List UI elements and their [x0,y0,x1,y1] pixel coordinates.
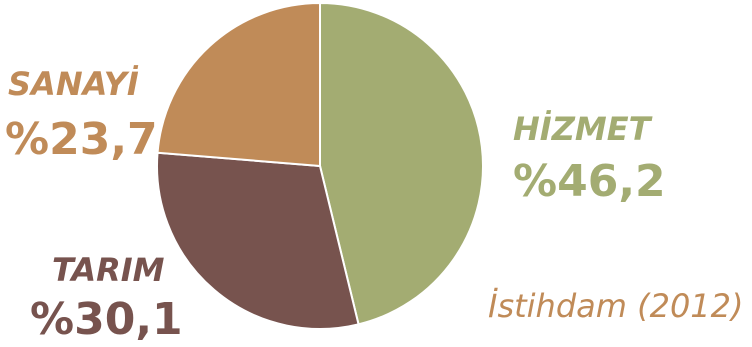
slice-label-hizmet: HİZMET [513,110,651,148]
slice-value-tarim: %30,1 [30,294,183,345]
slice-label-tarim: TARIM [52,251,165,289]
slice-value-hizmet: %46,2 [513,156,666,207]
pie-slices [156,1,484,330]
pie-slice-tarim [156,151,360,330]
pie-slice-sanayi̇ [156,1,321,168]
chart-caption: İstihdam (2012) [488,287,744,325]
pie-slice-hi̇zmet [319,1,484,326]
slice-label-sanayi: SANAYİ [8,65,139,103]
slice-value-sanayi: %23,7 [5,114,158,165]
